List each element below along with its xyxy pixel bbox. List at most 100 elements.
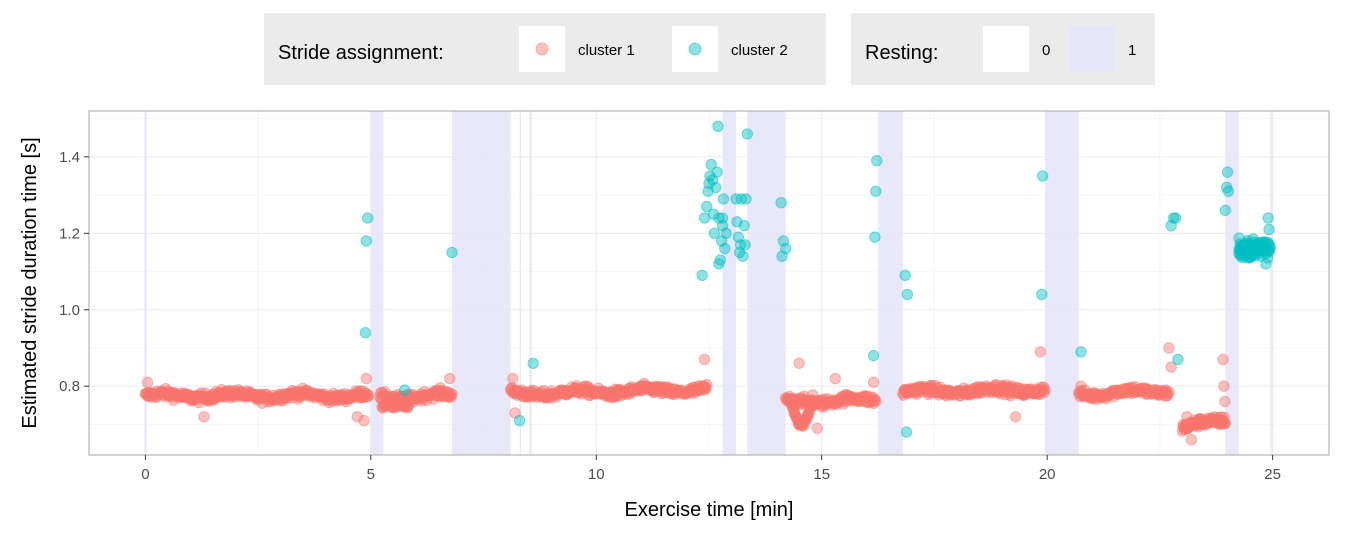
cluster1-point <box>1181 411 1193 423</box>
cluster1-point <box>358 414 370 427</box>
y-tick-label: 1.2 <box>59 225 80 242</box>
cluster1-point <box>701 379 713 391</box>
cluster1-point <box>1218 380 1230 392</box>
cluster1-point <box>198 411 210 423</box>
y-tick-label: 1.4 <box>59 149 80 166</box>
cluster1-point <box>1185 434 1198 446</box>
resting-band <box>1225 111 1239 455</box>
cluster2-point <box>712 120 724 132</box>
cluster2-point <box>779 242 792 255</box>
resting-bands <box>144 111 1273 455</box>
cluster2-point <box>1036 288 1048 301</box>
cluster2-point <box>1169 212 1182 224</box>
legend-key-cluster2 <box>672 26 718 72</box>
cluster2-point <box>359 326 372 339</box>
cluster2-point <box>696 269 708 282</box>
cluster1-point <box>870 395 882 407</box>
resting-band <box>1044 111 1079 455</box>
plot-border <box>88 110 1330 456</box>
resting-band <box>1270 111 1273 455</box>
cluster1-point <box>141 376 154 389</box>
cluster2-point <box>705 158 717 171</box>
legend-fill-title: Resting: <box>865 42 938 64</box>
cluster2-point <box>740 193 752 205</box>
cluster2-point <box>1263 223 1275 236</box>
legend: Stride assignment: cluster 1 cluster 2 R… <box>264 13 1155 85</box>
cluster2-point <box>527 357 539 369</box>
x-tick-label: 5 <box>367 466 375 483</box>
cluster2-point <box>1036 170 1049 182</box>
legend-key-cluster1 <box>519 26 565 72</box>
cluster1-point <box>360 372 373 385</box>
legend-key-resting-1 <box>1069 26 1115 72</box>
cluster2-point <box>899 269 911 282</box>
cluster2-point <box>1075 346 1087 358</box>
y-tick-label: 1.0 <box>59 302 80 319</box>
legend-key-resting-0 <box>983 26 1029 72</box>
cluster1-point <box>1163 342 1175 354</box>
legend-color-title: Stride assignment: <box>278 42 444 64</box>
cluster2-point <box>775 197 787 209</box>
cluster2-point <box>360 235 373 247</box>
x-tick-label: 15 <box>813 466 830 483</box>
cluster2-point <box>741 128 754 140</box>
cluster1-point <box>444 372 456 385</box>
cluster1-point <box>351 411 363 423</box>
cluster2-point <box>1262 212 1274 224</box>
resting-band <box>529 111 532 455</box>
legend-label-resting-1: 1 <box>1128 42 1136 59</box>
cluster2-point <box>867 349 880 362</box>
cluster2-point <box>737 250 749 262</box>
cluster2-point <box>361 212 374 224</box>
cluster2-point <box>719 242 731 255</box>
cluster1-point <box>1163 386 1175 398</box>
cluster2-points <box>359 120 1277 438</box>
cluster1-point <box>811 422 823 434</box>
cluster2-point <box>717 193 730 205</box>
cluster2-point <box>720 227 732 240</box>
cluster2-point <box>1260 258 1272 270</box>
legend-marker-cluster2 <box>688 42 702 56</box>
cluster1-point <box>1219 395 1231 408</box>
cluster1-point <box>807 389 819 401</box>
y-axis-label: Estimated stride duration time [s] <box>19 137 41 428</box>
cluster2-point <box>446 246 458 259</box>
cluster1-point <box>1039 384 1051 396</box>
resting-band <box>451 111 511 455</box>
x-tick-label: 20 <box>1039 466 1056 483</box>
cluster2-point <box>1172 353 1184 366</box>
legend-label-cluster1: cluster 1 <box>578 42 635 59</box>
legend-label-cluster2: cluster 2 <box>731 42 788 59</box>
cluster2-point <box>710 181 722 194</box>
cluster2-point <box>1222 185 1235 197</box>
cluster2-point <box>1235 240 1247 252</box>
cluster1-point <box>362 389 375 401</box>
cluster1-point <box>829 372 841 385</box>
cluster1-point <box>446 388 458 400</box>
cluster2-point <box>735 193 748 205</box>
cluster1-point <box>507 372 519 385</box>
cluster2-point <box>711 166 723 178</box>
x-tick-label: 0 <box>141 466 149 483</box>
x-tick-label: 25 <box>1264 466 1281 483</box>
cluster2-point <box>900 426 913 438</box>
x-axis-label: Exercise time [min] <box>625 499 794 521</box>
cluster2-point <box>738 219 750 232</box>
cluster1-point <box>1009 411 1022 423</box>
cluster2-point <box>398 384 411 396</box>
cluster1-points <box>139 342 1231 446</box>
cluster2-point <box>870 185 882 197</box>
y-axis: 0.8 1.0 1.2 1.4 <box>59 149 89 395</box>
cluster2-point <box>1219 204 1231 217</box>
resting-band <box>747 111 786 455</box>
cluster1-point <box>403 398 415 411</box>
cluster1-point <box>698 353 711 366</box>
cluster2-point <box>869 231 881 243</box>
cluster1-point <box>1075 380 1087 392</box>
y-tick-label: 0.8 <box>59 378 80 395</box>
cluster2-point <box>734 239 747 251</box>
cluster1-point <box>1217 353 1229 366</box>
cluster2-point <box>1244 251 1256 264</box>
cluster1-point <box>1165 361 1177 373</box>
